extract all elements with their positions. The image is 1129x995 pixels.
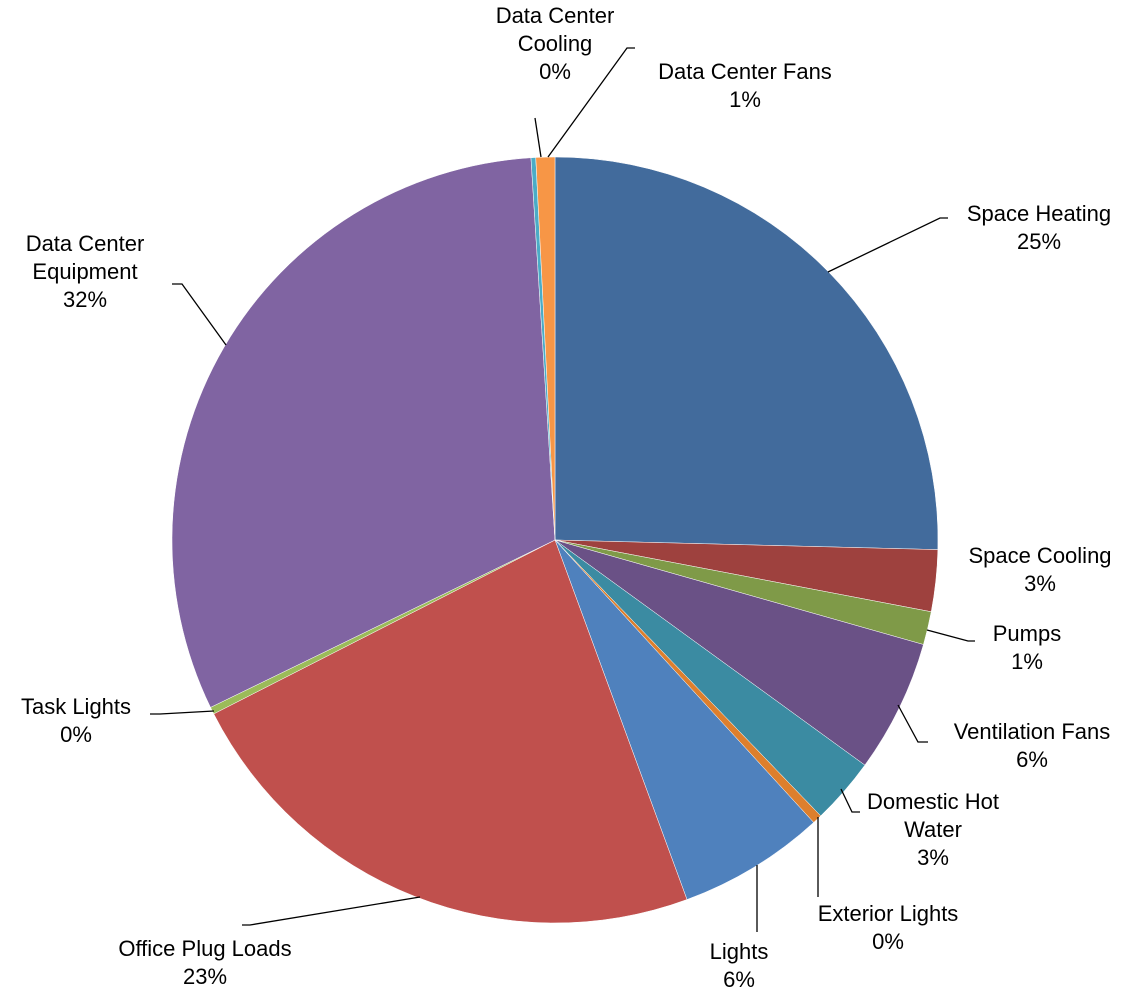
category-name: Exterior Lights bbox=[817, 901, 959, 926]
leader-line bbox=[926, 629, 975, 642]
category-name: Domestic Hot Water bbox=[866, 789, 1000, 842]
category-name: Data Center Cooling bbox=[495, 3, 615, 56]
slice-label: Task Lights 0% bbox=[1, 693, 151, 749]
category-name: Task Lights bbox=[20, 694, 132, 719]
slice-label: Space Cooling 3% bbox=[930, 542, 1129, 598]
slice-label: Data Center Cooling 0% bbox=[485, 2, 625, 86]
leader-line bbox=[150, 710, 215, 715]
category-name: Office Plug Loads bbox=[118, 936, 292, 961]
category-name: Pumps bbox=[992, 621, 1062, 646]
pie-slice bbox=[171, 157, 556, 708]
slice-label: Exterior Lights 0% bbox=[788, 900, 988, 956]
value-label: 6% bbox=[723, 967, 755, 992]
value-label: 0% bbox=[872, 929, 904, 954]
slice-label: Data Center Equipment 32% bbox=[10, 230, 160, 314]
pie-slice bbox=[535, 156, 556, 541]
value-label: 6% bbox=[1016, 747, 1048, 772]
value-label: 3% bbox=[1024, 571, 1056, 596]
value-label: 3% bbox=[917, 845, 949, 870]
slice-label: Ventilation Fans 6% bbox=[932, 718, 1129, 774]
leader-line bbox=[242, 896, 421, 926]
category-name: Data Center Equipment bbox=[25, 231, 145, 284]
pie-slice bbox=[554, 156, 939, 550]
category-name: Lights bbox=[709, 939, 769, 964]
leader-line bbox=[840, 788, 860, 813]
slice-label: Lights 6% bbox=[689, 938, 789, 994]
value-label: 25% bbox=[1016, 229, 1062, 254]
leader-line bbox=[547, 47, 635, 158]
category-name: Space Cooling bbox=[968, 543, 1112, 568]
leader-line bbox=[897, 704, 928, 743]
value-label: 0% bbox=[539, 59, 571, 84]
category-name: Space Heating bbox=[966, 201, 1112, 226]
slice-label: Space Heating 25% bbox=[929, 200, 1129, 256]
leader-line bbox=[534, 117, 542, 158]
leader-line bbox=[172, 283, 227, 346]
value-label: 32% bbox=[62, 287, 108, 312]
slice-label: Data Center Fans 1% bbox=[620, 58, 870, 114]
category-name: Ventilation Fans bbox=[953, 719, 1111, 744]
category-name: Data Center Fans bbox=[658, 59, 832, 84]
slice-label: Office Plug Loads 23% bbox=[85, 935, 325, 991]
slice-label: Pumps 1% bbox=[967, 620, 1087, 676]
pie-slice bbox=[554, 539, 815, 900]
value-label: 1% bbox=[729, 87, 761, 112]
pie-slice bbox=[213, 539, 688, 924]
value-label: 0% bbox=[60, 722, 92, 747]
value-label: 23% bbox=[182, 964, 228, 989]
slice-label: Domestic Hot Water 3% bbox=[848, 788, 1018, 872]
leader-line bbox=[827, 217, 948, 273]
value-label: 1% bbox=[1011, 649, 1043, 674]
